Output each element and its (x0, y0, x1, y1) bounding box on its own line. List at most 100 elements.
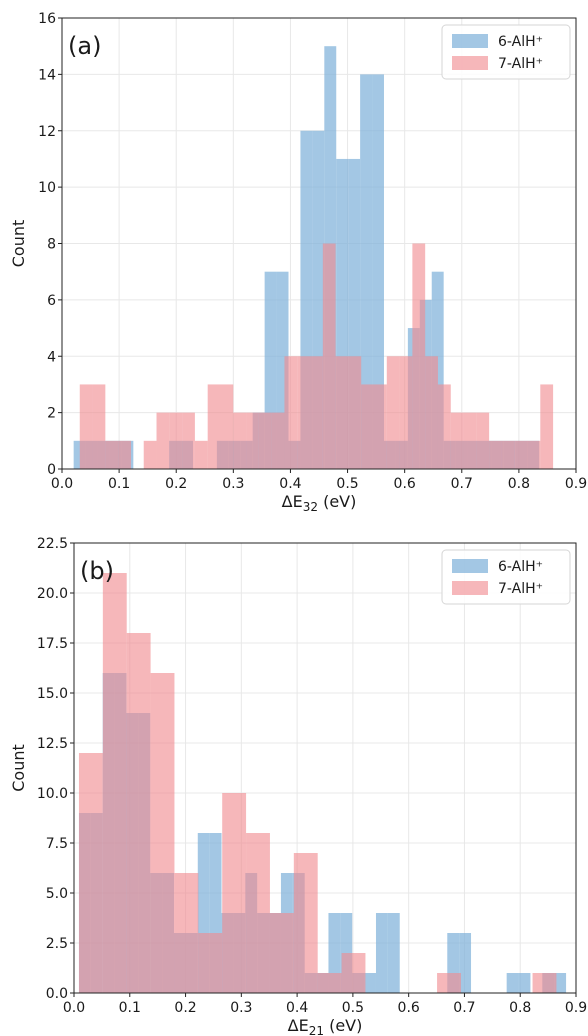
bar (264, 271, 277, 469)
y-tick-label: 0 (47, 462, 56, 478)
bar (118, 440, 131, 469)
legend-label: 6-AlH⁺ (498, 559, 543, 575)
bar (336, 158, 349, 469)
x-tick-label: 0.7 (453, 1000, 475, 1016)
y-tick-label: 12 (38, 124, 56, 140)
y-tick-label: 14 (38, 67, 56, 83)
bar (540, 384, 554, 469)
series-2 (78, 573, 557, 993)
bar (194, 440, 208, 469)
bar (197, 833, 210, 993)
legend-swatch (452, 34, 488, 48)
x-tick-label: 0.4 (286, 1000, 308, 1016)
bar (105, 440, 119, 469)
bar (258, 412, 272, 469)
bar (293, 853, 318, 993)
x-tick-label: 0.5 (336, 476, 358, 492)
y-tick-label: 16 (38, 11, 56, 27)
bar (335, 356, 349, 469)
x-axis-label: ΔE21 (eV) (288, 1016, 363, 1036)
y-tick-label: 5.0 (46, 886, 68, 902)
bar (322, 243, 336, 469)
bar (300, 130, 313, 469)
panel-label: (b) (80, 557, 114, 585)
y-tick-label: 12.5 (37, 736, 68, 752)
x-tick-label: 0.0 (63, 1000, 85, 1016)
bar (156, 412, 170, 469)
y-tick-label: 6 (47, 293, 56, 309)
bar (375, 913, 388, 993)
y-tick-label: 0.0 (46, 986, 68, 1002)
legend-label: 7-AlH⁺ (498, 581, 543, 597)
bar (92, 384, 106, 469)
bar (220, 384, 234, 469)
y-tick-label: 17.5 (37, 636, 68, 652)
bar (269, 913, 294, 993)
bar (399, 356, 413, 469)
legend-swatch (452, 56, 488, 70)
chart-panel-1: 0.0 0.1 0.2 0.3 0.4 0.5 0.6 0.7 0.8 0.9 0 2 4 6 8 10 12 1… (9, 11, 587, 514)
x-tick-label: 0.3 (222, 476, 244, 492)
bar (361, 384, 374, 469)
panel-label: (a) (68, 32, 101, 60)
bar (169, 412, 183, 469)
bar (222, 793, 247, 993)
bar (246, 833, 270, 993)
bar (317, 973, 342, 993)
bar (373, 384, 387, 469)
bar (341, 953, 366, 993)
y-tick-label: 2.5 (46, 936, 68, 952)
x-tick-label: 0.1 (108, 476, 130, 492)
x-tick-label: 0.9 (565, 1000, 587, 1016)
bar (463, 412, 477, 469)
y-tick-label: 22.5 (37, 536, 68, 552)
legend: 6-AlH⁺ 7-AlH⁺ (441, 24, 571, 80)
y-tick-label: 10 (38, 180, 56, 196)
bar (328, 913, 341, 993)
bar (174, 873, 199, 993)
bar (386, 356, 400, 469)
bar (437, 384, 451, 469)
axes-frame (73, 542, 577, 994)
bar (271, 412, 285, 469)
bar (297, 356, 311, 469)
bar (233, 412, 247, 469)
bar (312, 130, 325, 469)
bar (501, 440, 515, 469)
x-tick-label: 0.1 (119, 1000, 141, 1016)
y-tick-label: 20.0 (37, 586, 68, 602)
legend-swatch (452, 581, 488, 595)
series-2 (79, 243, 554, 469)
bar (554, 973, 567, 993)
x-tick-label: 0.5 (342, 1000, 364, 1016)
bar (102, 573, 127, 993)
chart-panel-2: 0.0 0.1 0.2 0.3 0.4 0.5 0.6 0.7 0.8 0.9 0.0 2.5 5.0 7… (9, 536, 587, 1036)
x-tick-label: 0.3 (230, 1000, 252, 1016)
bar (150, 673, 175, 993)
x-tick-label: 0.8 (508, 476, 530, 492)
legend-label: 7-AlH⁺ (498, 56, 543, 72)
bar (284, 356, 298, 469)
bar (364, 973, 376, 993)
y-tick-label: 4 (47, 349, 56, 365)
bar (412, 243, 426, 469)
bar (276, 271, 289, 469)
bar (310, 356, 323, 469)
bar (198, 933, 223, 993)
y-tick-label: 15.0 (37, 686, 68, 702)
bar (78, 753, 103, 993)
y-tick-label: 10.0 (37, 786, 68, 802)
bar (514, 440, 528, 469)
bar (532, 973, 557, 993)
bar (459, 933, 472, 993)
bar (348, 158, 361, 469)
y-axis-label: Count (9, 744, 28, 792)
bar (143, 440, 157, 469)
x-tick-label: 0.2 (174, 1000, 196, 1016)
bar (73, 440, 86, 469)
x-tick-label: 0.6 (394, 476, 416, 492)
x-tick-label: 0.0 (51, 476, 73, 492)
x-axis-label: ΔE32 (eV) (282, 492, 357, 514)
bar (518, 973, 531, 993)
